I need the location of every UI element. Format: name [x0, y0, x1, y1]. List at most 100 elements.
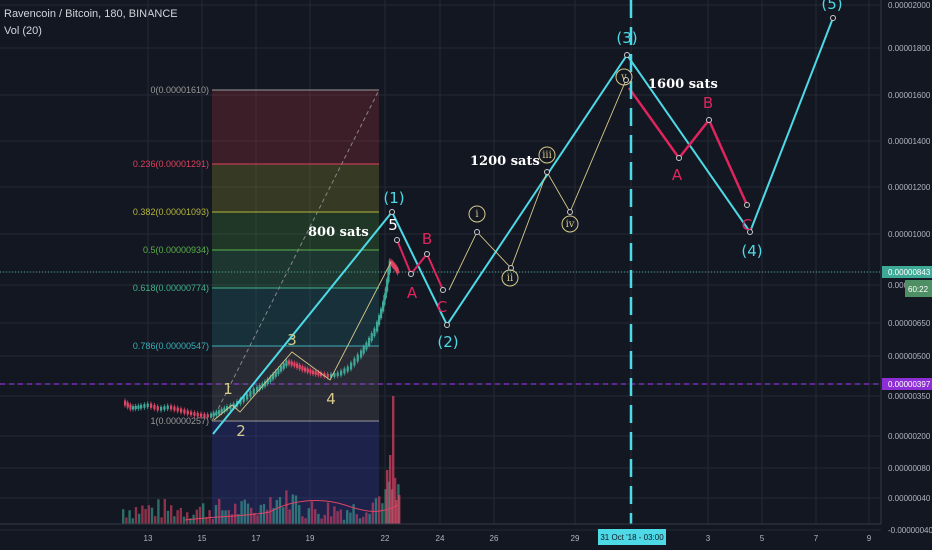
volume-bar: [166, 510, 170, 524]
volume-bar: [269, 497, 272, 524]
candlestick: [124, 400, 127, 406]
volume-bar: [371, 502, 374, 524]
volume-bar: [368, 513, 371, 524]
volume-bar: [387, 481, 390, 524]
chart-title: Ravencoin / Bitcoin, 180, BINANCE: [4, 8, 178, 20]
price-tick-label: 0.00001600: [888, 91, 931, 100]
candlestick: [365, 342, 368, 350]
candlestick: [173, 406, 176, 411]
volume-bar: [163, 498, 166, 524]
candlestick: [226, 406, 229, 411]
time-tick-label: 29: [571, 534, 580, 543]
candlestick: [336, 372, 339, 377]
time-tick-label: 7: [814, 534, 819, 543]
volume-bar: [262, 504, 266, 524]
volume-bar: [330, 516, 333, 524]
wave-point: [676, 155, 682, 161]
volume-bar: [355, 514, 358, 524]
volume-indicator-label[interactable]: Vol (20): [4, 25, 42, 37]
volume-bar: [218, 498, 221, 524]
wave-point: [408, 271, 414, 277]
volume-bar: [134, 507, 138, 524]
volume-bar: [189, 518, 192, 524]
level-price-tag: [882, 378, 932, 390]
candlestick: [362, 346, 365, 354]
volume-bar: [214, 505, 218, 524]
candlestick: [298, 364, 301, 370]
volume-bar: [138, 513, 141, 524]
candlestick: [394, 264, 397, 270]
fib-zone: [212, 288, 379, 346]
volume-bar: [205, 517, 208, 524]
volume-bar: [227, 510, 230, 524]
volume-bar: [202, 503, 205, 524]
roman-wave-label: v: [620, 72, 627, 83]
candlestick: [330, 373, 333, 378]
volume-bar: [336, 511, 339, 524]
candlestick: [215, 411, 218, 416]
candlestick: [370, 333, 373, 341]
wave-point: [389, 209, 395, 215]
level-price-tag-label: 0.00000397: [888, 380, 931, 389]
candlestick: [126, 402, 129, 408]
time-tick-label: 3: [706, 534, 711, 543]
correction-wave-label: A: [672, 166, 683, 184]
candlestick: [293, 362, 296, 367]
volume-bar: [211, 518, 214, 524]
fib-level-label: 0.382(0.00001093): [133, 207, 209, 217]
volume-bar: [317, 513, 320, 524]
candlestick: [266, 378, 269, 385]
price-annotation: 800 sats: [308, 225, 369, 240]
candlestick: [309, 369, 312, 374]
time-axis: 13 15 17 19 22 24 26 29 31 Oct '18 - 03:00 3 5 7 9: [0, 523, 881, 545]
volume-bar: [195, 509, 198, 524]
candlestick: [346, 366, 349, 372]
correction-wave-label: B: [422, 230, 432, 248]
candlestick: [129, 404, 132, 410]
price-tick-label: 0.00000200: [888, 432, 931, 441]
roman-wave-circle: [615, 68, 633, 86]
price-tick-label: 0.00001200: [888, 183, 931, 192]
volume-bar: [389, 455, 392, 524]
volume-bar: [298, 504, 301, 524]
volume-bar: [365, 512, 368, 524]
candlestick: [137, 405, 140, 409]
volume-bar: [395, 500, 398, 524]
fib-zone: [212, 212, 379, 250]
volume-bar: [237, 514, 240, 524]
volume-bar: [386, 470, 389, 524]
volume-bar: [304, 518, 307, 524]
fib-level-label: 0.786(0.00000547): [133, 341, 209, 351]
candlestick: [269, 376, 272, 382]
volume-bar: [278, 497, 282, 524]
volume-bar: [326, 502, 330, 524]
volume-bar: [176, 510, 179, 524]
candlestick: [220, 408, 223, 414]
candlestick: [272, 373, 275, 380]
candlestick: [190, 411, 193, 416]
candlestick: [304, 367, 307, 372]
wave-point: [623, 77, 629, 83]
candlestick: [166, 405, 169, 410]
candlestick: [312, 370, 315, 375]
candlestick: [395, 266, 398, 272]
candlestick: [282, 363, 285, 369]
candlestick: [218, 410, 221, 415]
fib-trend-line: [211, 89, 380, 422]
candlestick: [333, 373, 336, 377]
last-price-tag-label: 0.00000843: [888, 268, 931, 277]
wave-point: [544, 169, 550, 175]
volume-bar: [301, 516, 304, 524]
minor-wave-line: [213, 261, 392, 421]
candlestick: [264, 381, 267, 387]
wave-point: [424, 251, 430, 257]
candlestick: [160, 406, 163, 411]
candlestick: [350, 362, 353, 370]
candlestick: [387, 269, 390, 283]
candlestick: [242, 396, 245, 402]
time-tick-label: 9: [867, 534, 872, 543]
volume-bar: [285, 490, 288, 524]
volume-bar: [314, 509, 317, 524]
volume-bar: [362, 516, 365, 524]
